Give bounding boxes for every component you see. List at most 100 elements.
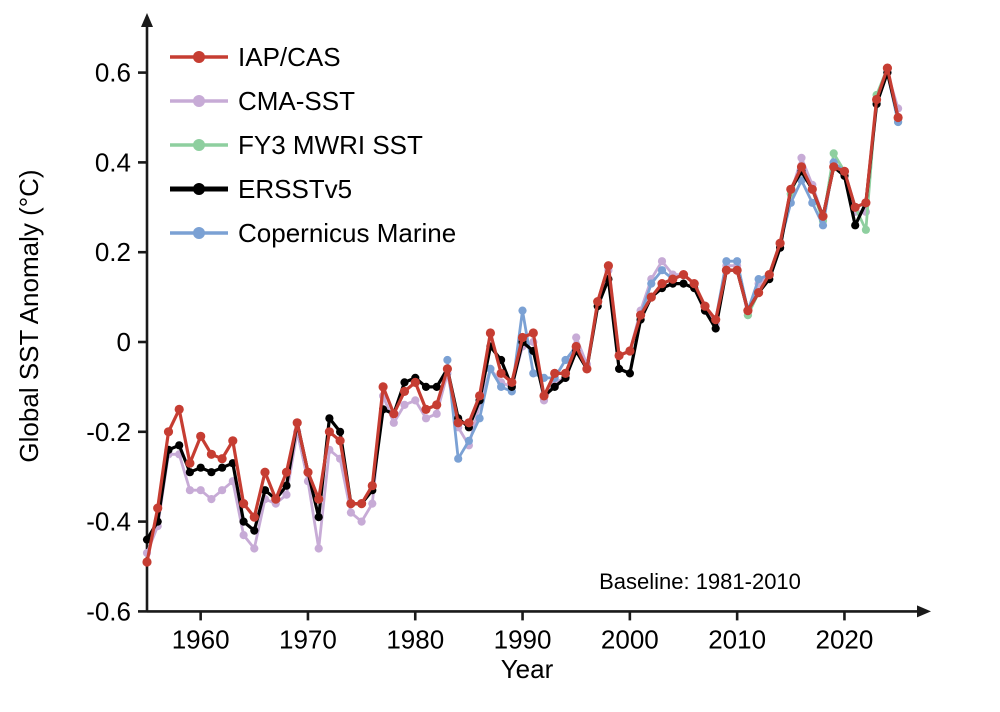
data-point [561, 355, 570, 365]
data-point [528, 328, 538, 338]
data-point [239, 531, 248, 540]
data-point [443, 355, 452, 365]
data-point [614, 350, 624, 361]
data-point [336, 427, 345, 436]
y-tick-label: -0.4 [86, 507, 131, 537]
data-point [657, 279, 667, 289]
data-point [615, 364, 624, 373]
data-point [721, 265, 732, 275]
data-point [411, 396, 420, 405]
data-point [517, 332, 528, 343]
x-tick-label: 2000 [601, 624, 659, 654]
data-point [732, 265, 742, 275]
data-point [464, 418, 474, 428]
data-point [850, 202, 860, 212]
data-point [711, 315, 721, 325]
data-point [818, 221, 828, 230]
data-point [539, 391, 549, 401]
data-point [163, 427, 174, 437]
x-tick-label: 1960 [172, 624, 230, 654]
data-point [475, 391, 485, 401]
data-point [185, 486, 194, 495]
data-point [711, 324, 720, 333]
data-point [399, 386, 410, 396]
data-point [228, 436, 238, 446]
y-tick-label: -0.6 [86, 596, 131, 626]
data-point [282, 481, 291, 490]
data-point [421, 414, 431, 423]
data-point [281, 467, 292, 477]
y-axis-title: Global SST Anomaly (°C) [14, 169, 44, 462]
data-point [207, 495, 216, 504]
data-point [754, 288, 764, 298]
data-point [325, 414, 334, 423]
data-point [625, 346, 635, 356]
data-point [207, 468, 216, 477]
data-point [851, 221, 860, 230]
data-point [335, 436, 345, 446]
data-point [796, 162, 807, 172]
data-point [807, 184, 817, 194]
data-point [893, 112, 903, 123]
x-tick-label: 1980 [386, 624, 444, 654]
data-point [668, 274, 678, 284]
data-point [196, 463, 205, 472]
data-point [743, 306, 753, 316]
data-point [647, 279, 656, 288]
data-point [421, 404, 431, 414]
legend-label: ERSSTv5 [238, 174, 352, 204]
baseline-note: Baseline: 1981-2010 [599, 569, 801, 594]
data-point [453, 418, 463, 428]
data-point [271, 494, 281, 504]
data-point [678, 270, 689, 280]
data-point [442, 364, 452, 374]
data-point [206, 449, 216, 459]
data-point [786, 184, 796, 194]
data-point [572, 333, 581, 342]
data-point [346, 508, 355, 517]
data-point [314, 544, 323, 553]
legend-marker [193, 183, 205, 195]
data-point [497, 382, 506, 391]
legend-marker [193, 95, 205, 107]
data-point [185, 458, 195, 468]
data-point [357, 517, 366, 526]
legend-marker [193, 51, 205, 63]
data-point [861, 198, 871, 208]
data-point [603, 261, 614, 271]
data-point [657, 266, 667, 275]
data-point [733, 257, 742, 266]
data-point [432, 400, 442, 410]
data-point [174, 404, 184, 414]
data-point [218, 463, 227, 472]
data-point [400, 378, 409, 387]
data-point [250, 526, 259, 535]
data-point [217, 454, 227, 464]
data-point [324, 427, 334, 437]
y-tick-label: 0.6 [95, 58, 131, 88]
data-point [797, 176, 806, 185]
legend-label: CMA-SST [238, 86, 355, 116]
data-point [550, 382, 559, 391]
data-point [486, 364, 495, 373]
x-axis-arrow-icon [917, 605, 931, 618]
data-point [357, 499, 367, 509]
y-tick-label: 0.4 [95, 147, 131, 177]
data-point [432, 382, 441, 391]
data-point [196, 486, 205, 495]
data-point [872, 94, 882, 105]
data-point [797, 153, 806, 162]
data-point [754, 275, 763, 284]
data-point [593, 297, 603, 307]
data-point [142, 535, 152, 544]
data-point [239, 499, 249, 509]
data-point [142, 557, 152, 567]
legend-marker [193, 227, 205, 239]
data-point [764, 270, 774, 280]
data-point [292, 418, 302, 428]
data-point [196, 431, 206, 441]
data-point [700, 301, 710, 311]
x-tick-label: 2020 [816, 624, 874, 654]
